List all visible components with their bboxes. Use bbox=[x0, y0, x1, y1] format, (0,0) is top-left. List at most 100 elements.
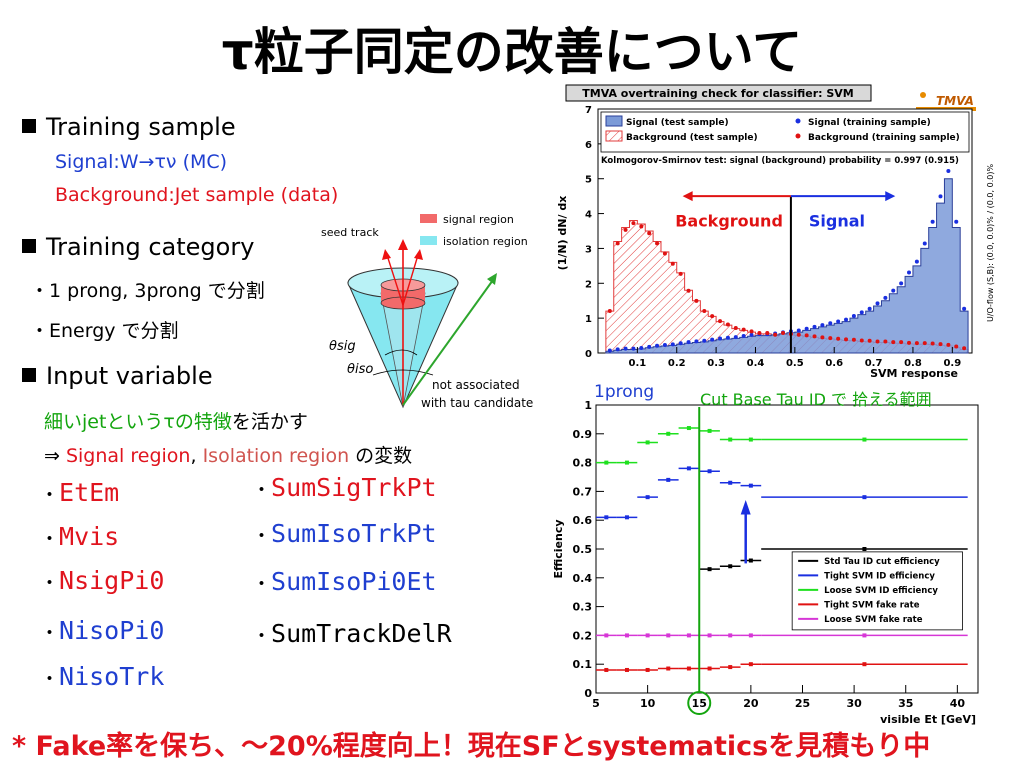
tmva-ytick-label: 7 bbox=[585, 105, 592, 116]
var-dot: ・ bbox=[40, 484, 60, 506]
background-training-point bbox=[930, 341, 935, 346]
background-training-point bbox=[962, 346, 967, 351]
legend-isolation-label: isolation region bbox=[443, 235, 528, 248]
eff-series-marker bbox=[645, 440, 650, 445]
eff-series-marker bbox=[862, 633, 867, 638]
background-training-point bbox=[820, 335, 825, 340]
eff-ytick-label: 0.5 bbox=[573, 543, 593, 556]
eff-xlabel: visible Et [GeV] bbox=[880, 713, 976, 726]
background-training-point bbox=[631, 221, 636, 226]
tmva-legend-box bbox=[600, 111, 970, 153]
region-suffix: の変数 bbox=[349, 445, 413, 467]
series-signal-test bbox=[605, 178, 969, 354]
signal-training-point bbox=[623, 346, 628, 351]
eff-series-marker bbox=[707, 567, 712, 572]
signal-training-point bbox=[828, 321, 833, 326]
legend-signal-label: signal region bbox=[443, 213, 514, 226]
signal-training-point bbox=[812, 324, 817, 329]
background-training-point bbox=[851, 337, 856, 342]
background-training-point bbox=[773, 332, 778, 337]
theta-sig-arc bbox=[384, 349, 418, 356]
eff-series-marker bbox=[645, 495, 650, 500]
signal-training-point bbox=[875, 301, 880, 306]
signal-training-point bbox=[804, 326, 809, 331]
signal-training-point bbox=[615, 347, 620, 352]
tmva-xtick-label: 0.1 bbox=[629, 358, 647, 369]
background-training-point bbox=[781, 331, 786, 336]
signal-training-point bbox=[907, 270, 912, 275]
eff-series-marker bbox=[707, 469, 712, 474]
background-training-point bbox=[804, 333, 809, 338]
seed-track-label: seed track bbox=[321, 226, 379, 239]
eff-series-marker bbox=[748, 662, 753, 667]
tmva-logo: TMVA bbox=[936, 94, 974, 108]
eff-xtick-label: 5 bbox=[592, 697, 600, 710]
legend-marker-background-training bbox=[795, 133, 801, 139]
background-training-point bbox=[946, 342, 951, 347]
prong-label: 1prong bbox=[594, 382, 655, 402]
signal-region-text: Signal region bbox=[65, 445, 191, 467]
input-note-green: 細いjetというτの特徴 bbox=[44, 411, 232, 433]
tmva-xtick-label: 0.7 bbox=[865, 358, 883, 369]
not-associated-label-1: not associated bbox=[432, 378, 520, 392]
eff-series-marker bbox=[862, 495, 867, 500]
eff-series-marker bbox=[862, 547, 867, 551]
input-variable-label: Input variable bbox=[46, 362, 213, 390]
eff-xtick-label: 15 bbox=[692, 697, 707, 710]
eff-series-marker bbox=[624, 633, 629, 638]
eff-legend-label: Loose SVM fake rate bbox=[824, 615, 923, 625]
eff-series-marker bbox=[707, 633, 712, 638]
background-training-point bbox=[765, 331, 770, 336]
signal-training-point bbox=[851, 314, 856, 319]
background-arrowhead bbox=[682, 191, 693, 202]
eff-series-marker bbox=[707, 666, 712, 671]
eff-ytick-label: 0.7 bbox=[573, 485, 593, 498]
track-left-arrowhead bbox=[382, 249, 391, 260]
background-training-point bbox=[647, 231, 652, 236]
eff-ytick-label: 0.9 bbox=[573, 428, 593, 441]
background-training-point bbox=[749, 329, 754, 334]
eff-series-marker bbox=[728, 665, 733, 670]
eff-series-marker bbox=[748, 558, 753, 563]
eff-series-marker bbox=[686, 666, 691, 671]
cone-diagram: seed track signal region isolation regio… bbox=[321, 213, 533, 410]
var-item: ・Mvis bbox=[40, 522, 164, 566]
signal-training-point bbox=[725, 335, 730, 340]
eff-legend-label: Tight SVM fake rate bbox=[824, 600, 920, 610]
background-training-point bbox=[694, 298, 699, 303]
tmva-ytick-label: 5 bbox=[585, 175, 592, 186]
signal-training-point bbox=[820, 323, 825, 328]
track-right-arrowhead bbox=[414, 249, 423, 260]
cut-base-label: Cut Base Tau ID で 拾える範囲 bbox=[700, 390, 932, 409]
tmva-xtick-label: 0.2 bbox=[668, 358, 686, 369]
background-training-point bbox=[670, 261, 675, 266]
input-note: 細いjetというτの特徴を活かす bbox=[44, 407, 308, 434]
background-training-point bbox=[733, 325, 738, 330]
background-training-point bbox=[686, 288, 691, 293]
training-sample-label: Training sample bbox=[46, 113, 236, 141]
tmva-ytick-label: 0 bbox=[585, 349, 592, 360]
signal-training-point bbox=[607, 348, 612, 353]
theta-iso-label: θiso bbox=[347, 362, 373, 377]
theta-sig-label: θsig bbox=[329, 339, 356, 354]
signal-sample-text: Signal:W→τν (MC) bbox=[55, 151, 228, 173]
var-item: ・SumTrackDelR bbox=[252, 619, 452, 665]
eff-series-marker bbox=[748, 633, 753, 638]
legend-label-background-training: Background (training sample) bbox=[808, 133, 960, 143]
var-item: ・SumIsoPi0Et bbox=[252, 567, 452, 619]
var-dot: ・ bbox=[40, 668, 60, 690]
legend-marker-signal-training bbox=[795, 118, 801, 124]
var-item: ・NisoTrk bbox=[40, 662, 164, 706]
vars-left-column: ・EtEm ・Mvis ・NsigPi0 ・NisoPi0 ・NisoTrk bbox=[40, 478, 164, 706]
background-training-point bbox=[828, 336, 833, 341]
background-training-point bbox=[907, 340, 912, 345]
eff-ytick-label: 0.4 bbox=[573, 572, 593, 585]
tmva-header: TMVA overtraining check for classifier: … bbox=[582, 87, 854, 100]
eff-series-marker bbox=[686, 633, 691, 638]
eff-ytick-label: 0.2 bbox=[573, 629, 593, 642]
background-training-point bbox=[615, 241, 620, 246]
tmva-ytick-label: 1 bbox=[585, 314, 592, 325]
background-training-point bbox=[914, 341, 919, 346]
eff-series-marker bbox=[728, 564, 733, 569]
background-training-point bbox=[922, 341, 927, 346]
